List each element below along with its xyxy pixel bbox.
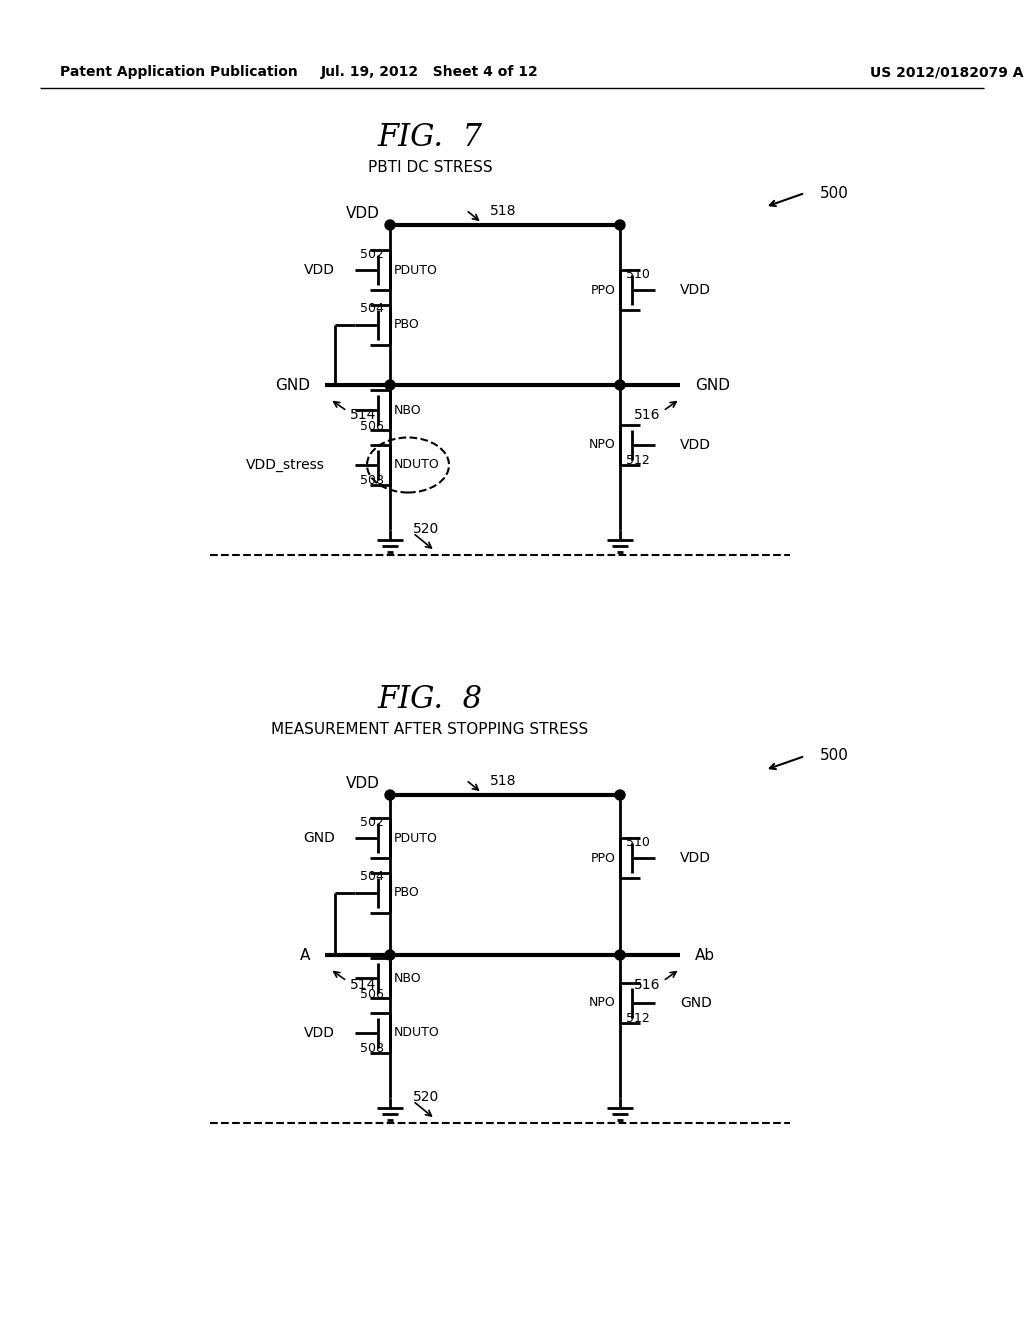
Text: 520: 520	[413, 1090, 439, 1104]
Text: NBO: NBO	[394, 972, 422, 985]
Text: NDUTO: NDUTO	[394, 458, 439, 471]
Text: 520: 520	[413, 521, 439, 536]
Text: 502: 502	[360, 248, 384, 260]
Text: NPO: NPO	[589, 997, 616, 1010]
Text: 508: 508	[360, 1043, 384, 1056]
Text: VDD_stress: VDD_stress	[246, 458, 325, 473]
Text: PDUTO: PDUTO	[394, 832, 438, 845]
Text: 512: 512	[626, 454, 650, 467]
Text: MEASUREMENT AFTER STOPPING STRESS: MEASUREMENT AFTER STOPPING STRESS	[271, 722, 589, 738]
Text: 516: 516	[634, 978, 660, 993]
Text: FIG.  7: FIG. 7	[378, 123, 482, 153]
Text: GND: GND	[275, 378, 310, 392]
Text: 504: 504	[360, 302, 384, 315]
Text: PBO: PBO	[394, 887, 420, 899]
Text: NPO: NPO	[589, 438, 616, 451]
Text: 500: 500	[820, 186, 849, 201]
Text: NDUTO: NDUTO	[394, 1027, 439, 1040]
Text: 516: 516	[634, 408, 660, 422]
Text: US 2012/0182079 A1: US 2012/0182079 A1	[870, 65, 1024, 79]
Text: 510: 510	[626, 268, 650, 281]
Text: PDUTO: PDUTO	[394, 264, 438, 276]
Text: GND: GND	[303, 832, 335, 845]
Circle shape	[615, 220, 625, 230]
Text: VDD: VDD	[346, 206, 380, 220]
Text: 510: 510	[626, 836, 650, 849]
Text: 512: 512	[626, 1012, 650, 1026]
Text: PPO: PPO	[591, 284, 616, 297]
Text: A: A	[300, 948, 310, 962]
Text: 502: 502	[360, 816, 384, 829]
Circle shape	[615, 380, 625, 389]
Text: 514: 514	[350, 978, 377, 993]
Text: 500: 500	[820, 748, 849, 763]
Text: PBTI DC STRESS: PBTI DC STRESS	[368, 161, 493, 176]
Text: VDD: VDD	[304, 263, 335, 277]
Circle shape	[385, 789, 395, 800]
Text: Jul. 19, 2012   Sheet 4 of 12: Jul. 19, 2012 Sheet 4 of 12	[322, 65, 539, 79]
Text: VDD: VDD	[680, 851, 711, 865]
Text: 514: 514	[350, 408, 377, 422]
Text: PBO: PBO	[394, 318, 420, 331]
Text: 508: 508	[360, 474, 384, 487]
Text: PPO: PPO	[591, 851, 616, 865]
Text: 518: 518	[490, 205, 516, 218]
Text: 506: 506	[360, 420, 384, 433]
Circle shape	[385, 220, 395, 230]
Circle shape	[615, 950, 625, 960]
Text: GND: GND	[680, 997, 712, 1010]
Text: Patent Application Publication: Patent Application Publication	[60, 65, 298, 79]
Text: 506: 506	[360, 987, 384, 1001]
Text: GND: GND	[695, 378, 730, 392]
Text: 504: 504	[360, 870, 384, 883]
Text: VDD: VDD	[680, 438, 711, 451]
Text: VDD: VDD	[346, 776, 380, 791]
Text: VDD: VDD	[304, 1026, 335, 1040]
Text: 518: 518	[490, 774, 516, 788]
Circle shape	[385, 380, 395, 389]
Text: Ab: Ab	[695, 948, 715, 962]
Text: VDD: VDD	[680, 282, 711, 297]
Circle shape	[385, 950, 395, 960]
Text: FIG.  8: FIG. 8	[378, 685, 482, 715]
Text: NBO: NBO	[394, 404, 422, 417]
Circle shape	[615, 789, 625, 800]
